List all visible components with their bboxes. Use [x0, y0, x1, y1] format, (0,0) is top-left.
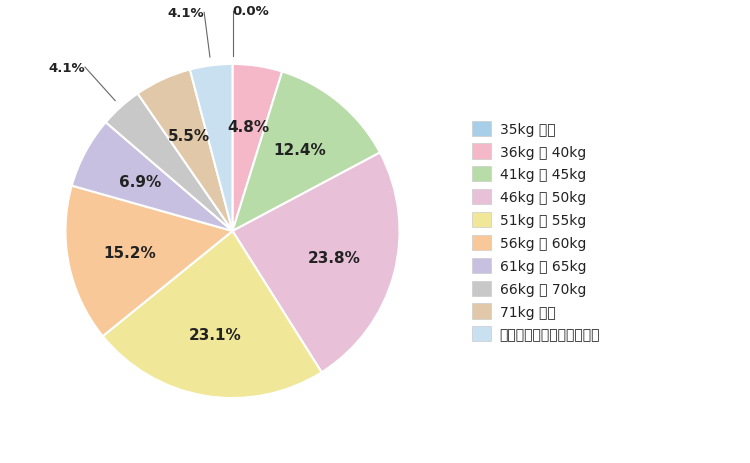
Wedge shape — [138, 70, 232, 232]
Text: 23.1%: 23.1% — [189, 328, 242, 343]
Text: 0.0%: 0.0% — [232, 5, 269, 18]
Wedge shape — [103, 232, 322, 398]
Wedge shape — [72, 123, 232, 232]
Text: 23.8%: 23.8% — [308, 251, 361, 266]
Text: 4.1%: 4.1% — [49, 62, 85, 75]
Wedge shape — [232, 72, 380, 232]
Wedge shape — [65, 186, 232, 337]
Wedge shape — [232, 153, 400, 372]
Text: 12.4%: 12.4% — [273, 143, 326, 158]
Wedge shape — [190, 65, 232, 232]
Wedge shape — [232, 65, 282, 232]
Text: 4.1%: 4.1% — [167, 7, 204, 20]
Text: 5.5%: 5.5% — [167, 129, 209, 144]
Legend: 35kg 以下, 36kg ～ 40kg, 41kg ～ 45kg, 46kg ～ 50kg, 51kg ～ 55kg, 56kg ～ 60kg, 61kg ～: 35kg 以下, 36kg ～ 40kg, 41kg ～ 45kg, 46kg … — [472, 121, 600, 342]
Text: 6.9%: 6.9% — [118, 175, 161, 189]
Wedge shape — [106, 94, 232, 232]
Text: 15.2%: 15.2% — [103, 245, 156, 260]
Text: 4.8%: 4.8% — [227, 120, 269, 135]
